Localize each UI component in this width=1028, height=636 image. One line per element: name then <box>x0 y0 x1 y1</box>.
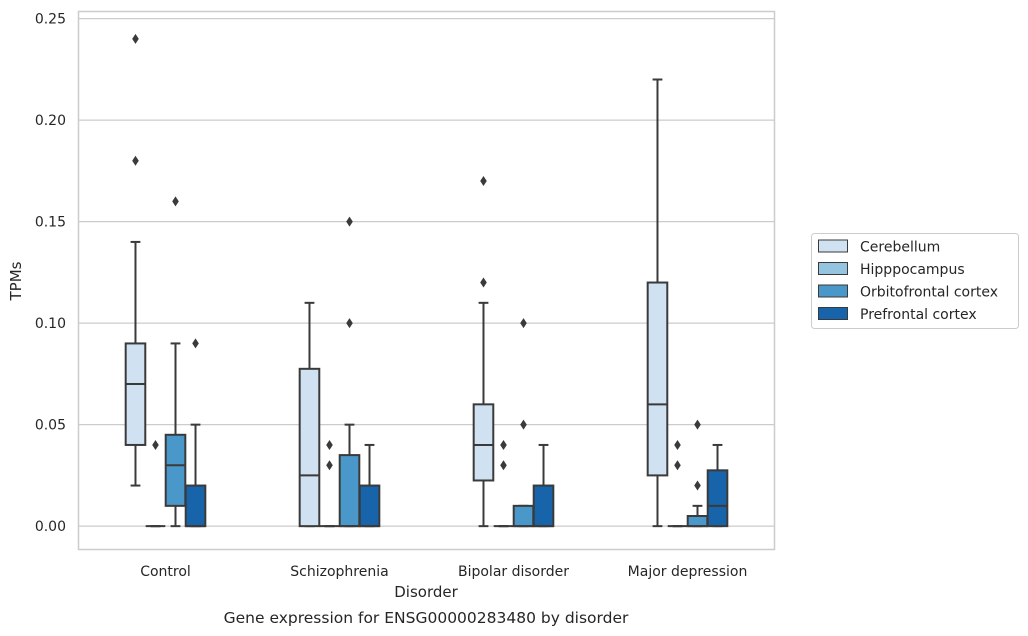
box-hipppocampus <box>319 439 340 528</box>
outlier-point <box>500 439 507 450</box>
outlier-point <box>326 460 333 471</box>
outlier-point <box>520 318 527 329</box>
chart-caption: Gene expression for ENSG00000283480 by d… <box>224 609 629 627</box>
box-prefrontal-cortex <box>358 443 381 528</box>
box-body <box>646 281 669 477</box>
box-body <box>512 504 535 528</box>
box-body <box>706 469 729 528</box>
plot-area-frame <box>77 10 776 551</box>
x-tick-label: Schizophrenia <box>290 564 388 580</box>
outlier-point <box>480 176 487 187</box>
box-hipppocampus <box>493 439 514 528</box>
outlier-point <box>500 460 507 471</box>
outlier-point <box>192 338 199 349</box>
box-prefrontal-cortex <box>184 338 207 528</box>
y-tick-label: 0.05 <box>35 418 66 434</box>
outlier-point <box>346 318 353 329</box>
box-cerebellum <box>472 176 495 528</box>
legend: Cerebellum Hipppocampus Orbitofrontal cort… <box>811 233 1019 329</box>
outlier-point <box>674 439 681 450</box>
outlier-point <box>326 439 333 450</box>
legend-label: Prefrontal cortex <box>860 307 977 323</box>
outlier-point <box>152 439 159 450</box>
x-axis-title: Disorder <box>394 583 458 601</box>
x-tick-labels: Control Schizophrenia Bipolar disorder Majo… <box>140 564 747 580</box>
box-prefrontal-cortex <box>532 443 555 528</box>
box-body <box>358 484 381 528</box>
x-tick-label: Control <box>140 564 191 580</box>
box-body <box>338 454 361 528</box>
box-body <box>184 484 207 528</box>
box-body <box>164 433 187 507</box>
outlier-point <box>694 480 701 491</box>
box-hipppocampus <box>667 439 688 528</box>
outlier-point <box>346 216 353 227</box>
box-cerebellum <box>124 33 147 487</box>
box-body <box>472 403 495 482</box>
outlier-point <box>172 196 179 207</box>
box-body <box>124 342 147 446</box>
box-body <box>298 367 321 528</box>
box-body <box>532 484 555 528</box>
x-tick-label: Bipolar disorder <box>458 564 569 580</box>
box-orbitofrontal-cortex <box>512 318 535 528</box>
box-hipppocampus <box>145 439 166 528</box>
legend-label: Hipppocampus <box>860 262 965 278</box>
legend-items: Cerebellum Hipppocampus Orbitofrontal cort… <box>818 239 998 323</box>
box-orbitofrontal-cortex <box>164 196 187 528</box>
legend-swatch <box>818 284 848 298</box>
legend-frame <box>811 233 1019 329</box>
legend-swatch <box>818 307 848 320</box>
y-tick-label: 0.15 <box>35 215 66 231</box>
boxes <box>124 33 729 528</box>
box-body <box>686 515 709 528</box>
box-cerebellum <box>298 301 321 528</box>
y-tick-label: 0.25 <box>35 12 66 28</box>
y-axis-title: TPMs <box>7 261 25 301</box>
outlier-point <box>520 419 527 430</box>
legend-swatch <box>818 262 848 275</box>
outlier-point <box>132 33 139 44</box>
y-tick-label: 0.00 <box>35 519 66 535</box>
box-cerebellum <box>646 78 669 528</box>
legend-label: Orbitofrontal cortex <box>860 285 998 301</box>
x-tick-label: Major depression <box>628 564 748 580</box>
outlier-point <box>674 460 681 471</box>
box-orbitofrontal-cortex <box>338 216 361 528</box>
legend-label: Cerebellum <box>860 240 940 256</box>
outlier-point <box>480 277 487 288</box>
outlier-point <box>694 419 701 430</box>
y-tick-label: 0.20 <box>35 113 66 129</box>
legend-swatch <box>818 239 848 253</box>
outlier-point <box>132 155 139 166</box>
box-orbitofrontal-cortex <box>686 419 709 528</box>
y-tick-labels: 0.00 0.05 0.10 0.15 0.20 0.25 <box>35 12 66 536</box>
y-tick-label: 0.10 <box>35 316 66 332</box>
box-prefrontal-cortex <box>706 443 729 528</box>
